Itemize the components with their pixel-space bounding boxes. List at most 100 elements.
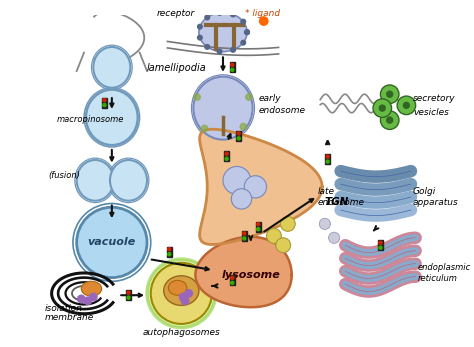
Circle shape [217,49,222,54]
Circle shape [241,19,246,24]
Text: vacuole: vacuole [88,237,136,247]
FancyBboxPatch shape [0,12,443,341]
Circle shape [231,189,252,209]
Ellipse shape [110,160,147,201]
Circle shape [241,40,246,45]
Circle shape [256,223,260,226]
Circle shape [373,99,392,117]
Text: endoplasmic: endoplasmic [418,263,471,272]
Circle shape [379,246,382,249]
Circle shape [168,248,171,251]
Circle shape [245,30,249,34]
Bar [378,240,383,250]
Ellipse shape [151,263,212,324]
Circle shape [198,24,202,29]
Ellipse shape [199,13,247,52]
Circle shape [245,30,249,34]
Circle shape [127,296,130,299]
Text: endosome: endosome [258,106,305,115]
Text: Golgi: Golgi [413,187,436,196]
Circle shape [217,11,222,15]
Text: early: early [258,94,281,103]
Bar [236,131,241,141]
Bar [102,98,107,108]
Bar [224,151,229,161]
Ellipse shape [193,77,253,139]
Bar [242,231,247,241]
Circle shape [397,96,416,115]
Circle shape [205,15,210,20]
Circle shape [386,117,393,124]
Ellipse shape [81,281,101,296]
Circle shape [180,293,187,301]
Circle shape [231,281,234,285]
Circle shape [90,293,97,301]
Circle shape [256,228,260,231]
Ellipse shape [77,207,147,278]
Ellipse shape [147,259,216,328]
Ellipse shape [77,160,114,201]
Circle shape [379,241,382,244]
Text: endosome: endosome [318,198,365,207]
Circle shape [198,35,202,40]
Circle shape [319,218,330,229]
Circle shape [103,103,106,107]
Circle shape [276,238,291,253]
Text: TGN: TGN [325,197,349,208]
Ellipse shape [86,90,138,145]
Circle shape [194,94,201,100]
Text: lysosome: lysosome [221,270,280,280]
Circle shape [225,152,228,155]
Text: autophagosomes: autophagosomes [142,328,220,337]
Circle shape [244,176,266,198]
Circle shape [78,295,85,303]
Text: reticulum: reticulum [418,274,457,283]
Text: isolation: isolation [45,304,83,313]
Text: membrane: membrane [45,313,94,322]
Circle shape [266,229,282,243]
Text: (fusion): (fusion) [49,171,81,180]
Circle shape [403,102,410,109]
Text: receptor: receptor [156,9,194,18]
Circle shape [260,17,268,25]
Circle shape [231,12,235,17]
Circle shape [243,237,246,240]
Polygon shape [200,129,322,245]
Circle shape [205,44,210,49]
Circle shape [201,125,208,132]
Bar [325,154,330,164]
Circle shape [185,290,192,297]
Circle shape [231,68,234,71]
Circle shape [237,137,240,140]
Text: lamellipodia: lamellipodia [147,63,207,73]
Circle shape [243,232,246,235]
Circle shape [231,276,234,279]
Circle shape [84,297,91,304]
Circle shape [225,157,228,160]
Ellipse shape [93,47,130,88]
Circle shape [237,132,240,135]
Circle shape [103,99,106,102]
Text: late: late [318,187,335,196]
Circle shape [386,91,393,98]
Text: vesicles: vesicles [413,108,449,117]
Circle shape [240,124,246,130]
Circle shape [182,297,189,304]
Circle shape [127,291,130,294]
Ellipse shape [168,280,187,295]
Text: * ligand: * ligand [245,9,280,18]
Text: macropinosome: macropinosome [56,115,124,124]
Bar [255,222,261,232]
Circle shape [379,104,386,112]
Circle shape [281,217,295,231]
Polygon shape [195,237,292,307]
Circle shape [246,94,252,100]
Bar [230,62,235,73]
Circle shape [381,85,399,103]
Text: secretory: secretory [413,94,456,103]
Circle shape [381,111,399,129]
Bar [126,290,131,300]
Bar [230,276,235,285]
Circle shape [231,63,234,66]
Circle shape [326,160,329,163]
